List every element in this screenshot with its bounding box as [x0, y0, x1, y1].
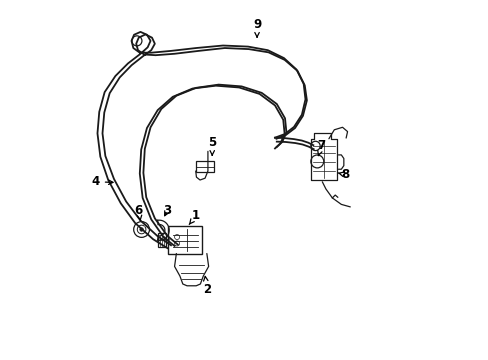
Text: 5: 5: [208, 136, 216, 155]
FancyBboxPatch shape: [168, 226, 202, 254]
Bar: [158, 233, 166, 247]
Text: 3: 3: [163, 204, 171, 217]
Text: 2: 2: [203, 276, 210, 296]
Text: 8: 8: [337, 168, 348, 181]
Circle shape: [140, 228, 143, 231]
Text: 1: 1: [189, 210, 200, 224]
Text: 9: 9: [252, 18, 261, 37]
Text: 4: 4: [91, 175, 113, 188]
Text: 6: 6: [134, 204, 142, 220]
Bar: [196, 161, 213, 172]
Text: 7: 7: [317, 139, 325, 156]
